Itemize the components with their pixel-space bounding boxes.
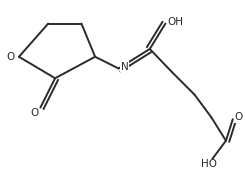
Text: HO: HO — [201, 159, 217, 169]
Text: O: O — [7, 52, 15, 62]
Text: O: O — [235, 112, 243, 122]
Text: OH: OH — [167, 17, 183, 27]
Text: N: N — [121, 62, 128, 71]
Text: O: O — [30, 108, 38, 118]
